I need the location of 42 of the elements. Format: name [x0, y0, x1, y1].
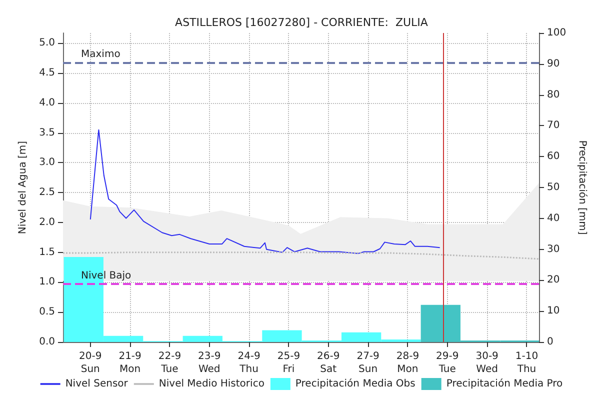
y-tick-label: 3.0 [39, 157, 55, 168]
y-tick-label: 2.5 [39, 187, 55, 198]
legend-label: Nivel Medio Historico [158, 378, 264, 390]
y2-tick-label: 30 [547, 244, 560, 255]
y-tick-label: 1.0 [39, 276, 55, 288]
legend-label: Nivel Sensor [65, 378, 129, 390]
x-tick-label: 26-9 Sat [317, 351, 340, 375]
chart-title: ASTILLEROS [16027280] - CORRIENTE: ZULIA [175, 16, 428, 29]
x-tick-label: 27-9 Sun [356, 351, 380, 375]
y2-tick-label: 10 [547, 306, 560, 317]
y2-tick-label: 40 [547, 212, 560, 224]
y2-tick-label: 60 [547, 151, 560, 162]
legend-label: Precipitación Media Pro [446, 378, 563, 390]
y2-tick-label: 20 [547, 274, 560, 286]
ref-line-label: Maximo [81, 48, 120, 60]
y2-tick-label: 100 [547, 28, 566, 38]
x-tick-label: 29-9 Tue [436, 351, 459, 375]
legend-label: Precipitación Media Obs [295, 378, 416, 390]
y-tick-label: 3.5 [39, 127, 55, 138]
x-tick-label: 30-9 Wed [476, 351, 498, 375]
y-tick-label: 0.5 [39, 306, 55, 318]
y2-tick-label: 50 [547, 182, 560, 193]
y2-tick-label: 80 [547, 89, 560, 100]
y2-tick-label: 90 [547, 58, 560, 70]
y-tick-label: 4.0 [39, 97, 55, 108]
x-tick-label: 28-9 Mon [396, 351, 420, 375]
y2-axis-title: Precipitación [mm] [576, 140, 588, 235]
y-tick-label: 4.5 [39, 68, 55, 79]
x-tick-label: 22-9 Tue [158, 351, 182, 375]
x-tick-label: 21-9 Mon [118, 351, 142, 375]
y-tick-label: 5.0 [39, 38, 55, 49]
x-tick-label: 24-9 Thu [238, 351, 260, 375]
x-tick-label: 25-9 Fri [277, 351, 300, 375]
y-tick-label: 2.0 [39, 216, 55, 228]
y-tick-label: 1.5 [39, 246, 55, 258]
x-tick-label: 20-9 Sun [79, 351, 102, 375]
x-tick-label: 23-9 Wed [198, 351, 221, 375]
y-axis-title: Nivel del Agua [m] [18, 140, 29, 234]
x-tick-label: 1-10 Thu [515, 351, 538, 375]
y2-tick-label: 0 [547, 336, 554, 348]
y2-tick-label: 70 [547, 120, 560, 132]
y-tick-label: 0.0 [39, 336, 55, 348]
